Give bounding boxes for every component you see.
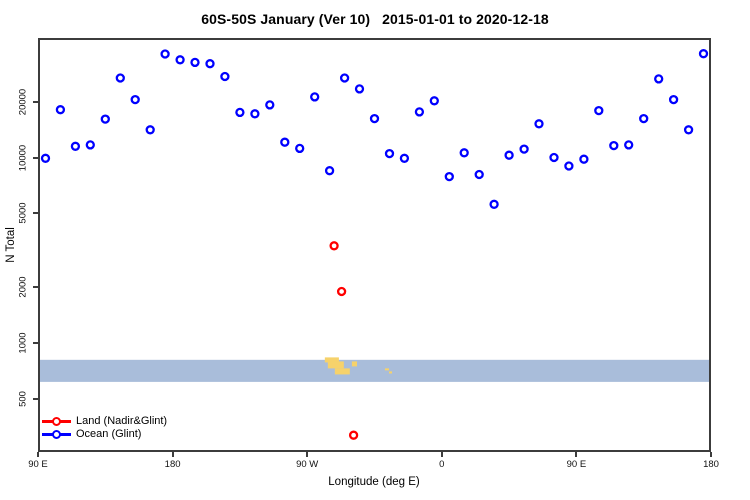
ocean-point [474,169,484,180]
ocean-point [324,166,335,176]
ocean-point [639,113,649,124]
y-tick-mark [33,398,38,401]
ocean-point [235,107,245,118]
ocean-point [190,57,200,68]
ocean-point [399,153,410,163]
x-tick-mark [575,452,578,457]
ocean-point [624,140,634,150]
ocean-point [549,152,559,163]
land-point [336,286,347,297]
ocean-point [519,144,529,154]
ocean-point [444,171,454,182]
plot-border [38,38,711,452]
x-tick-mark [440,452,443,457]
land-point [329,241,339,251]
land-point [348,430,359,440]
ocean-point [100,114,110,124]
ocean-point [265,100,275,110]
ocean-band [38,359,711,382]
chart-title: 60S-50S January (Ver 10) 2015-01-01 to 2… [201,11,549,27]
ocean-point [55,105,66,115]
ocean-point [175,55,185,65]
y-tick-mark [33,100,38,103]
ocean-point [145,125,155,135]
legend-label-ocean: Ocean (Glint) [76,428,142,440]
land-map-patch [327,361,344,369]
ocean-point [459,148,469,158]
x-tick-label: 0 [439,459,445,470]
ocean-point [579,154,589,164]
y-tick-label: 20000 [17,88,29,115]
y-tick-label: 1000 [17,332,29,354]
ocean-point [70,141,81,151]
ocean-point [205,59,215,69]
ocean-point [130,94,140,105]
x-tick-label: 90 E [28,459,48,470]
ocean-point [339,73,350,83]
ocean-point [280,137,290,147]
ocean-point [564,161,574,171]
ocean-point [160,49,170,59]
land-map-patch [334,368,350,375]
ocean-point [384,148,395,159]
x-tick-mark [171,452,174,457]
ocean-point [115,73,125,83]
y-tick-label: 500 [17,391,29,408]
land-map-patch [384,368,390,371]
x-tick-mark [306,452,309,457]
legend-label-land: Land (Nadir&Glint) [76,415,168,427]
ocean-point [429,96,439,106]
land-map-patch [324,357,339,363]
ocean-point [654,74,664,84]
land-legend-swatch [42,415,71,428]
ocean-point [489,199,499,209]
land-open-circle-icon [52,417,61,426]
x-tick-mark [37,452,39,457]
x-tick-label: 180 [164,459,181,470]
ocean-point [668,94,679,105]
ocean-point [698,49,709,59]
ocean-point [40,153,51,163]
ocean-point [220,71,230,82]
ocean-point [369,113,380,124]
legend: Land (Nadir&Glint) Ocean (Glint) [42,415,167,441]
land-map-patch [351,361,358,367]
x-tick-label: 90 E [566,459,587,470]
x-tick-label: 180 [703,459,719,470]
y-tick-label: 10000 [17,144,29,171]
ocean-point [295,143,305,154]
y-tick-mark [33,212,38,215]
ocean-legend-swatch [42,428,71,441]
ocean-point [504,150,514,160]
land-map-patch [389,371,392,374]
y-tick-mark [33,156,38,159]
ocean-point [85,140,95,150]
ocean-point [594,105,604,116]
ocean-point [354,84,365,94]
y-axis-label: N Total [5,227,17,263]
ocean-point [683,125,694,135]
y-tick-label: 2000 [17,276,29,298]
plot-area [38,38,711,452]
ocean-point [250,109,260,119]
ocean-point [310,92,320,102]
y-tick-mark [33,286,38,289]
ocean-point [609,140,619,151]
legend-item-ocean: Ocean (Glint) [42,428,167,441]
x-tick-label: 90 W [296,459,319,470]
y-tick-mark [33,342,38,345]
ocean-open-circle-icon [52,430,61,439]
x-tick-mark [710,452,712,457]
ocean-point [414,107,425,117]
plot-canvas [38,38,711,452]
y-tick-label: 5000 [17,202,29,225]
x-axis-label: Longitude (deg E) [328,476,420,488]
ocean-point [534,119,544,129]
legend-item-land: Land (Nadir&Glint) [42,415,167,428]
